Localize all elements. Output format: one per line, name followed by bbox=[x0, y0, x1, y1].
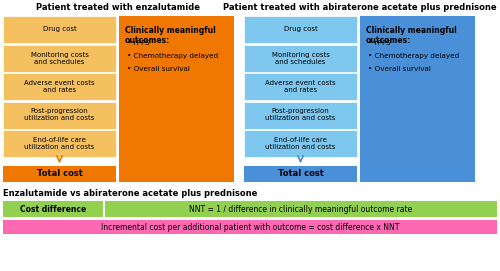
Bar bbox=[3, 16, 116, 43]
Text: • rPFS: • rPFS bbox=[368, 40, 390, 46]
Text: Clinically meaningful
outcomes:: Clinically meaningful outcomes: bbox=[125, 26, 216, 46]
Text: • Chemotherapy delayed: • Chemotherapy delayed bbox=[368, 53, 459, 59]
Bar bbox=[360, 16, 475, 182]
Text: Total cost: Total cost bbox=[278, 169, 324, 179]
Bar bbox=[3, 220, 497, 234]
Text: Adverse event costs
and rates: Adverse event costs and rates bbox=[24, 80, 95, 93]
Bar bbox=[3, 130, 116, 157]
Text: Drug cost: Drug cost bbox=[284, 27, 318, 33]
Bar bbox=[105, 201, 497, 217]
Text: NNT = 1 / difference in clinically meaningful outcome rate: NNT = 1 / difference in clinically meani… bbox=[190, 205, 412, 214]
Bar bbox=[3, 166, 116, 182]
Text: Adverse event costs
and rates: Adverse event costs and rates bbox=[265, 80, 336, 93]
Text: Total cost: Total cost bbox=[36, 169, 82, 179]
Text: End-of-life care
utilization and costs: End-of-life care utilization and costs bbox=[266, 137, 336, 150]
Bar bbox=[244, 166, 357, 182]
Text: Enzalutamide vs abiraterone acetate plus prednisone: Enzalutamide vs abiraterone acetate plus… bbox=[3, 189, 258, 198]
Bar bbox=[119, 16, 234, 182]
Text: Incremental cost per additional patient with outcome = cost difference x NNT: Incremental cost per additional patient … bbox=[101, 222, 399, 231]
Bar bbox=[244, 73, 357, 100]
Bar bbox=[3, 44, 116, 72]
Bar bbox=[244, 16, 357, 43]
Text: Drug cost: Drug cost bbox=[42, 27, 76, 33]
Bar bbox=[244, 102, 357, 128]
Text: Patient treated with abiraterone acetate plus prednisone: Patient treated with abiraterone acetate… bbox=[222, 4, 496, 12]
Text: • Overall survival: • Overall survival bbox=[127, 66, 190, 72]
Bar bbox=[244, 130, 357, 157]
Bar bbox=[244, 44, 357, 72]
Text: Monitoring costs
and schedules: Monitoring costs and schedules bbox=[30, 51, 88, 64]
Text: • Overall survival: • Overall survival bbox=[368, 66, 431, 72]
Text: • rPFS: • rPFS bbox=[127, 40, 150, 46]
Text: Post-progression
utilization and costs: Post-progression utilization and costs bbox=[24, 108, 94, 121]
Text: Patient treated with enzalutamide: Patient treated with enzalutamide bbox=[36, 4, 200, 12]
Text: Cost difference: Cost difference bbox=[20, 205, 86, 214]
Bar bbox=[3, 201, 103, 217]
Bar bbox=[3, 73, 116, 100]
Text: • Chemotherapy delayed: • Chemotherapy delayed bbox=[127, 53, 218, 59]
Text: Post-progression
utilization and costs: Post-progression utilization and costs bbox=[266, 108, 336, 121]
Text: End-of-life care
utilization and costs: End-of-life care utilization and costs bbox=[24, 137, 94, 150]
Text: Clinically meaningful
outcomes:: Clinically meaningful outcomes: bbox=[366, 26, 457, 46]
Text: Monitoring costs
and schedules: Monitoring costs and schedules bbox=[272, 51, 330, 64]
Bar bbox=[3, 102, 116, 128]
